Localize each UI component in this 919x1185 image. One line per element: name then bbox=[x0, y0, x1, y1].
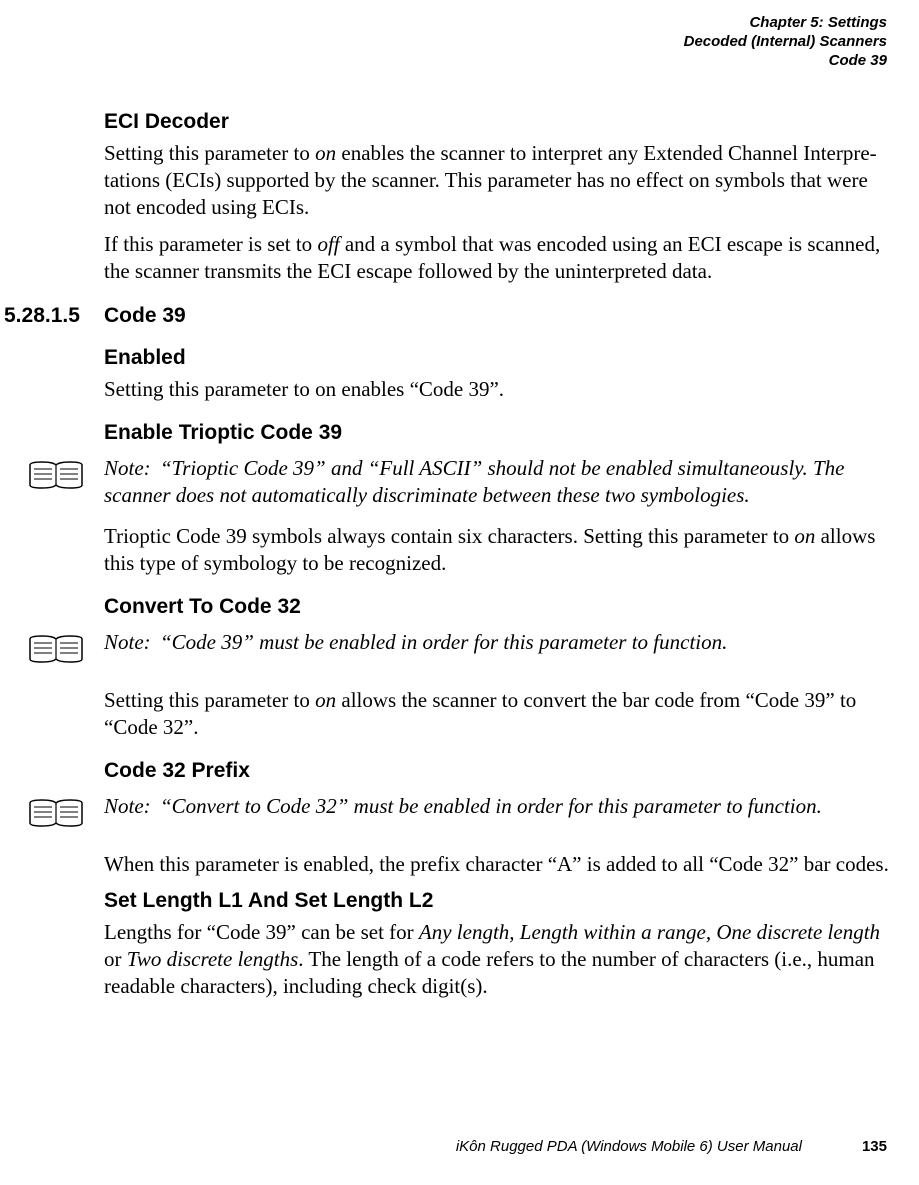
heading-convert32: Convert To Code 32 bbox=[104, 595, 899, 619]
header-chapter: Chapter 5: Settings bbox=[684, 14, 887, 33]
book-icon bbox=[28, 795, 84, 831]
footer-title: iKôn Rugged PDA (Windows Mobile 6) User … bbox=[456, 1138, 802, 1155]
paragraph: Trioptic Code 39 symbols always contain … bbox=[104, 523, 899, 577]
book-icon bbox=[28, 457, 84, 493]
section-number: 5.28.1.5 bbox=[4, 304, 104, 328]
note-block: Note:“Convert to Code 32” must be enable… bbox=[28, 793, 899, 831]
note-text: Note:“Code 39” must be enabled in order … bbox=[104, 629, 735, 656]
paragraph: Setting this parameter to on allows the … bbox=[104, 687, 899, 741]
header-section: Decoded (Internal) Scanners bbox=[684, 33, 887, 52]
footer: iKôn Rugged PDA (Windows Mobile 6) User … bbox=[456, 1138, 887, 1155]
paragraph: Setting this parameter to on enables the… bbox=[104, 140, 899, 221]
paragraph: If this parameter is set to off and a sy… bbox=[104, 231, 899, 285]
heading-prefix: Code 32 Prefix bbox=[104, 759, 899, 783]
heading-lengths: Set Length L1 And Set Length L2 bbox=[104, 889, 899, 913]
page: Chapter 5: Settings Decoded (Internal) S… bbox=[0, 0, 919, 1185]
header-topic: Code 39 bbox=[684, 52, 887, 71]
paragraph: Setting this parameter to on enables “Co… bbox=[104, 376, 899, 403]
heading-trioptic: Enable Trioptic Code 39 bbox=[104, 421, 899, 445]
heading-enabled: Enabled bbox=[104, 346, 899, 370]
note-text: Note:“Convert to Code 32” must be enable… bbox=[104, 793, 830, 820]
paragraph: When this parameter is enabled, the pref… bbox=[104, 851, 899, 878]
note-block: Note:“Trioptic Code 39” and “Full ASCII”… bbox=[28, 455, 899, 509]
note-text: Note:“Trioptic Code 39” and “Full ASCII”… bbox=[104, 455, 899, 509]
content: ECI Decoder Setting this parameter to on… bbox=[104, 110, 899, 1010]
paragraph: Lengths for “Code 39” can be set for Any… bbox=[104, 919, 899, 1000]
book-icon bbox=[28, 631, 84, 667]
page-number: 135 bbox=[862, 1138, 887, 1155]
running-header: Chapter 5: Settings Decoded (Internal) S… bbox=[684, 14, 887, 70]
heading-eci-decoder: ECI Decoder bbox=[104, 110, 899, 134]
heading-section-code39: 5.28.1.5 Code 39 bbox=[104, 304, 899, 328]
note-block: Note:“Code 39” must be enabled in order … bbox=[28, 629, 899, 667]
